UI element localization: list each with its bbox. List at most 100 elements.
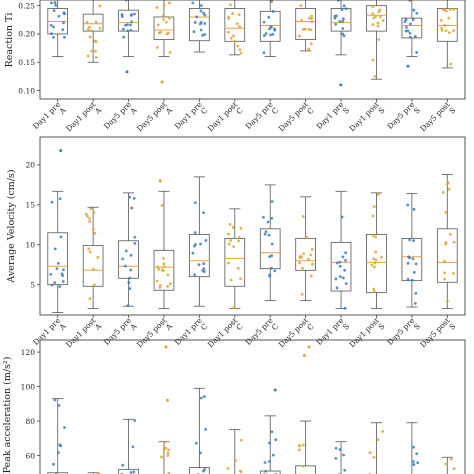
data-point — [233, 39, 237, 43]
data-point — [264, 230, 268, 234]
plot-area — [47, 149, 458, 314]
box-11 — [406, 422, 420, 474]
x-tick-label: Day5 preC — [244, 316, 281, 353]
data-point — [131, 445, 135, 449]
data-point — [166, 273, 170, 277]
data-point — [91, 227, 95, 231]
data-point — [86, 28, 90, 31]
data-point — [162, 18, 165, 22]
box-5 — [189, 387, 210, 474]
box-3 — [118, 0, 139, 74]
data-point — [227, 17, 231, 20]
data-point — [88, 35, 92, 39]
data-point — [61, 274, 65, 278]
data-point — [372, 257, 376, 261]
data-point — [195, 15, 199, 19]
data-point — [129, 28, 133, 32]
data-point — [372, 16, 376, 20]
data-point — [63, 35, 66, 39]
data-point — [335, 261, 339, 265]
data-point — [202, 469, 205, 473]
y-tick-label: 0.20 — [18, 30, 35, 39]
box-iqr — [436, 8, 458, 42]
data-point — [338, 264, 342, 268]
data-point — [57, 403, 61, 407]
box-9 — [334, 441, 347, 474]
data-point — [452, 467, 456, 471]
data-point — [123, 264, 127, 268]
data-point — [299, 4, 303, 7]
data-point — [444, 211, 448, 214]
y-axis-label: Average Velocity (cm/s) — [6, 169, 17, 283]
data-point — [448, 7, 452, 11]
data-point — [444, 241, 448, 244]
data-point — [270, 266, 273, 270]
outlier-point — [59, 149, 63, 153]
data-point — [378, 8, 382, 12]
data-point — [238, 25, 241, 29]
data-point — [93, 231, 97, 235]
data-point — [447, 187, 451, 191]
data-point — [344, 258, 347, 262]
box-12 — [436, 174, 458, 310]
data-point — [371, 233, 375, 237]
x-tick-label: Day5 preC — [244, 100, 281, 137]
data-point — [267, 15, 271, 19]
data-point — [412, 270, 416, 274]
data-point — [310, 17, 313, 20]
data-point — [160, 268, 164, 272]
data-point — [235, 22, 239, 26]
data-point — [237, 235, 241, 239]
x-tick-label: Day1 preS — [315, 316, 352, 353]
data-point — [267, 233, 271, 237]
x-tick-label: Day1 preC — [173, 100, 210, 137]
data-point — [344, 7, 348, 11]
data-point — [239, 277, 243, 281]
data-point — [57, 451, 60, 455]
data-point — [126, 304, 130, 308]
data-point — [155, 45, 159, 49]
data-point — [61, 28, 65, 32]
data-point — [202, 211, 206, 215]
y-tick-label: 0.25 — [18, 1, 35, 10]
data-point — [373, 261, 377, 265]
data-point — [408, 35, 412, 39]
box-10 — [366, 192, 387, 310]
data-point — [204, 239, 208, 242]
data-point — [373, 74, 377, 78]
data-point — [162, 256, 165, 260]
data-point — [52, 462, 55, 466]
box-1 — [47, 0, 69, 57]
data-point — [340, 215, 344, 219]
outlier-point — [273, 388, 277, 392]
data-point — [132, 196, 136, 200]
data-point — [297, 448, 301, 452]
data-point — [444, 462, 448, 466]
data-point — [130, 206, 134, 210]
data-point — [199, 451, 202, 455]
data-point — [270, 242, 274, 246]
data-point — [262, 215, 265, 219]
data-point — [229, 36, 233, 40]
data-point — [440, 28, 444, 32]
outlier-point — [307, 345, 311, 349]
data-point — [416, 461, 420, 465]
data-point — [156, 265, 160, 269]
x-tick-label: Day5 preS — [385, 100, 422, 137]
data-point — [406, 277, 410, 281]
data-point — [334, 277, 338, 281]
y-tick-label: 120 — [21, 348, 36, 357]
data-point — [193, 201, 197, 205]
data-point — [85, 20, 89, 24]
box-4 — [153, 179, 175, 310]
box-7 — [259, 388, 281, 474]
data-point — [202, 262, 206, 266]
data-point — [58, 197, 62, 201]
data-point — [132, 470, 136, 474]
data-point — [50, 32, 53, 36]
data-point — [378, 15, 382, 19]
box-iqr — [189, 8, 210, 42]
data-point — [343, 306, 347, 310]
data-point — [297, 444, 301, 448]
box-iqr — [82, 13, 104, 32]
